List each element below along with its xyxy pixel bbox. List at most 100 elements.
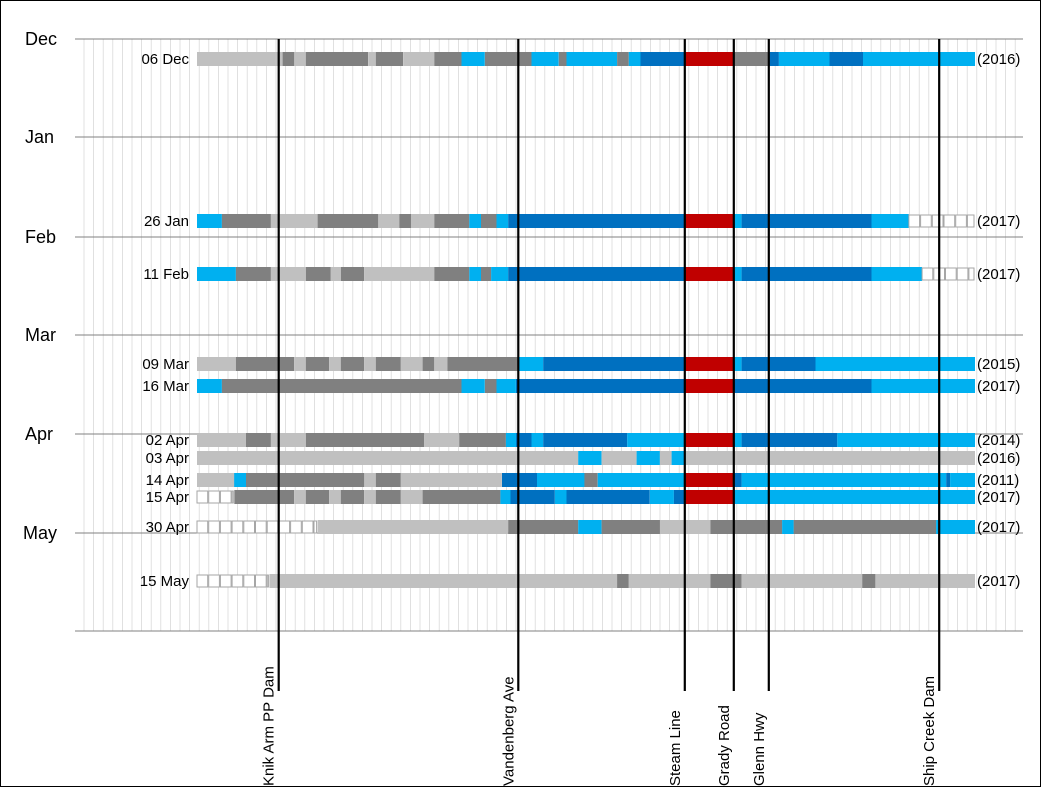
segment-light-blue [234, 473, 246, 487]
landmark-label: Ship Creek Dam [921, 676, 938, 786]
segment-dark-grey [235, 267, 271, 281]
segment-dark-blue [733, 473, 742, 487]
segment-dark-grey [246, 433, 271, 447]
segment-light-grey [434, 357, 448, 371]
timeline-row: 15 May (2017) [140, 573, 1021, 590]
segment-dark-blue [510, 473, 537, 487]
segment-light-blue [578, 520, 602, 534]
segment-dark-grey [340, 267, 365, 281]
segment-dark-grey [246, 473, 365, 487]
segment-light-blue [518, 357, 544, 371]
segment-dark-grey [282, 52, 295, 66]
segment-light-grey [364, 490, 376, 504]
segment-dark-grey [508, 520, 579, 534]
segment-light-grey [270, 214, 318, 228]
segment-dark-grey [481, 267, 492, 281]
segment-dark-grey [234, 490, 295, 504]
empty-cell [945, 267, 957, 281]
month-label: Dec [25, 29, 57, 49]
segment-light-blue [733, 214, 742, 228]
empty-cell [920, 214, 932, 228]
timeline-row: 15 Apr (2017) [146, 489, 1021, 506]
segment-dark-grey [375, 357, 401, 371]
segment-dark-grey [305, 433, 425, 447]
segment-light-grey [329, 357, 341, 371]
segment-light-blue [741, 473, 947, 487]
segment-light-grey [364, 357, 376, 371]
segment-light-blue [554, 490, 567, 504]
segment-dark-grey [584, 473, 598, 487]
segment-dark-grey [601, 520, 660, 534]
empty-cell [955, 214, 967, 228]
segment-dark-grey [434, 267, 470, 281]
segment-dark-grey [422, 357, 435, 371]
segment-dark-blue [946, 473, 951, 487]
segment-light-grey [294, 490, 306, 504]
empty-cell [219, 490, 232, 504]
empty-cell [231, 520, 244, 534]
segment-light-grey [378, 214, 400, 228]
row-date-label: 30 Apr [146, 519, 189, 536]
segment-dark-grey [422, 490, 501, 504]
month-label: Mar [25, 325, 56, 345]
segment-dark-blue [741, 357, 816, 371]
empty-cell [196, 490, 209, 504]
row-year-label: (2017) [977, 266, 1020, 283]
landmark-label: Glenn Hwy [751, 712, 768, 786]
segment-light-blue [628, 52, 641, 66]
segment-dark-blue [741, 214, 872, 228]
empty-cell [208, 490, 220, 504]
row-date-label: 03 Apr [146, 450, 189, 467]
segment-dark-grey [447, 357, 519, 371]
row-date-label: 16 Mar [142, 378, 189, 395]
segment-dark-grey [399, 214, 411, 228]
segment-light-blue [537, 473, 585, 487]
segment-light-grey [601, 451, 637, 465]
month-label: May [23, 523, 57, 543]
timeline-row: 09 Mar (2015) [142, 356, 1020, 373]
empty-cell [956, 267, 969, 281]
segment-dark-blue [516, 379, 685, 393]
segment-light-grey [270, 267, 306, 281]
segment-dark-blue [673, 490, 685, 504]
empty-cell [943, 214, 956, 228]
segment-light-blue [627, 433, 685, 447]
segment-red [684, 267, 734, 281]
row-date-label: 11 Feb [143, 266, 189, 283]
timeline-row: 11 Feb (2017) [143, 266, 1020, 283]
row-year-label: (2011) [977, 472, 1019, 489]
segment-dark-grey [434, 52, 462, 66]
month-label: Jan [25, 127, 54, 147]
timeline-row: 30 Apr (2017) [146, 519, 1021, 536]
empty-cell [219, 574, 232, 588]
segment-dark-grey [340, 357, 365, 371]
segment-light-blue [733, 433, 742, 447]
segment-light-blue [837, 433, 975, 447]
segment-dark-grey [481, 214, 497, 228]
row-date-label: 06 Dec [141, 51, 189, 68]
segment-light-blue [733, 267, 742, 281]
segment-light-grey [684, 451, 975, 465]
empty-cell [243, 520, 256, 534]
row-year-label: (2017) [977, 213, 1020, 230]
segment-dark-grey [862, 574, 876, 588]
segment-dark-blue [543, 433, 628, 447]
row-year-label: (2017) [977, 489, 1020, 506]
segment-light-blue [815, 357, 975, 371]
empty-cell [208, 520, 220, 534]
empty-cell [908, 214, 921, 228]
empty-cell [301, 520, 314, 534]
segment-red [684, 379, 734, 393]
row-year-label: (2017) [977, 573, 1020, 590]
row-date-label: 26 Jan [144, 213, 189, 230]
segment-light-grey [197, 357, 236, 371]
segment-light-blue [469, 214, 481, 228]
empty-cell [313, 520, 318, 534]
segment-light-grey [400, 490, 423, 504]
segment-light-blue [778, 52, 830, 66]
segment-light-blue [733, 357, 742, 371]
segment-dark-grey [375, 473, 401, 487]
row-year-label: (2017) [977, 519, 1020, 536]
segment-light-blue [566, 52, 618, 66]
